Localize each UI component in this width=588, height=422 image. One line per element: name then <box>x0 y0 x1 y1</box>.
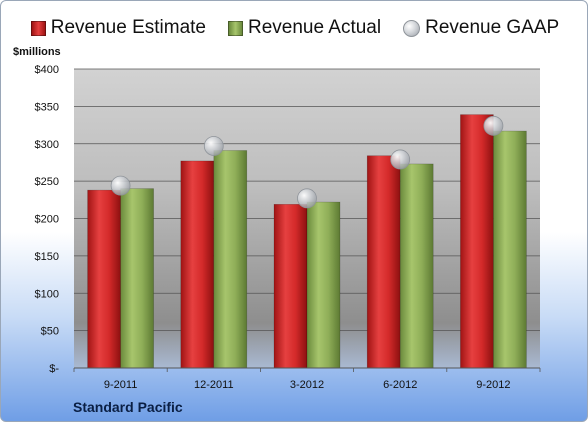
legend-item-estimate: Revenue Estimate <box>30 17 206 39</box>
y-tick-label: $350 <box>35 101 59 113</box>
bar-actual <box>213 150 248 369</box>
y-tick-label: $100 <box>35 288 59 300</box>
marker-gaap <box>203 136 224 156</box>
gaap-markers <box>110 115 504 209</box>
bars <box>87 114 527 369</box>
bar-estimate <box>366 155 401 369</box>
legend-label-actual: Revenue Actual <box>248 17 382 38</box>
x-tick-label: 12-2011 <box>194 379 234 391</box>
y-tick-label: $50 <box>41 326 59 338</box>
bar-actual <box>493 130 527 369</box>
marker-gaap <box>483 115 504 136</box>
bar-estimate <box>273 203 308 369</box>
marker-gaap <box>297 188 317 209</box>
legend-label-gaap: Revenue GAAP <box>425 17 560 38</box>
bar-actual <box>399 163 434 369</box>
legend-swatch-estimate <box>30 20 46 36</box>
legend-label-estimate: Revenue Estimate <box>50 17 206 38</box>
company-name: Standard Pacific <box>73 399 183 415</box>
marker-gaap <box>390 149 411 170</box>
legend: Revenue Estimate Revenue Actual Revenue … <box>1 17 587 39</box>
bar-estimate <box>180 160 215 369</box>
y-tick-label: $250 <box>35 176 59 188</box>
y-tick-label: $200 <box>35 214 59 226</box>
x-tick-label: 6-2012 <box>383 379 417 391</box>
y-axis-ticks: $- $50 $100 $150 $200 $250 $300 $350 $400 <box>35 64 60 375</box>
x-tick-label: 9-2011 <box>104 379 137 391</box>
bar-estimate <box>87 189 121 369</box>
legend-item-actual: Revenue Actual <box>228 17 381 39</box>
marker-gaap <box>110 175 131 196</box>
x-axis-ticks: 9-2011 12-2011 3-2012 6-2012 9-2012 <box>73 368 541 391</box>
y-tick-label: $400 <box>35 64 59 76</box>
y-axis-unit-label: $millions <box>13 46 61 58</box>
legend-swatch-gaap <box>403 19 421 37</box>
x-tick-label: 9-2012 <box>476 379 510 391</box>
y-tick-label: $150 <box>35 251 59 263</box>
bar-actual <box>306 201 341 369</box>
x-tick-label: 3-2012 <box>290 379 324 391</box>
bar-actual <box>120 188 154 369</box>
y-tick-label: $- <box>49 363 59 375</box>
legend-item-gaap: Revenue GAAP <box>403 17 559 39</box>
bar-estimate <box>460 114 494 369</box>
legend-swatch-actual <box>228 20 243 36</box>
y-tick-label: $300 <box>35 139 59 151</box>
